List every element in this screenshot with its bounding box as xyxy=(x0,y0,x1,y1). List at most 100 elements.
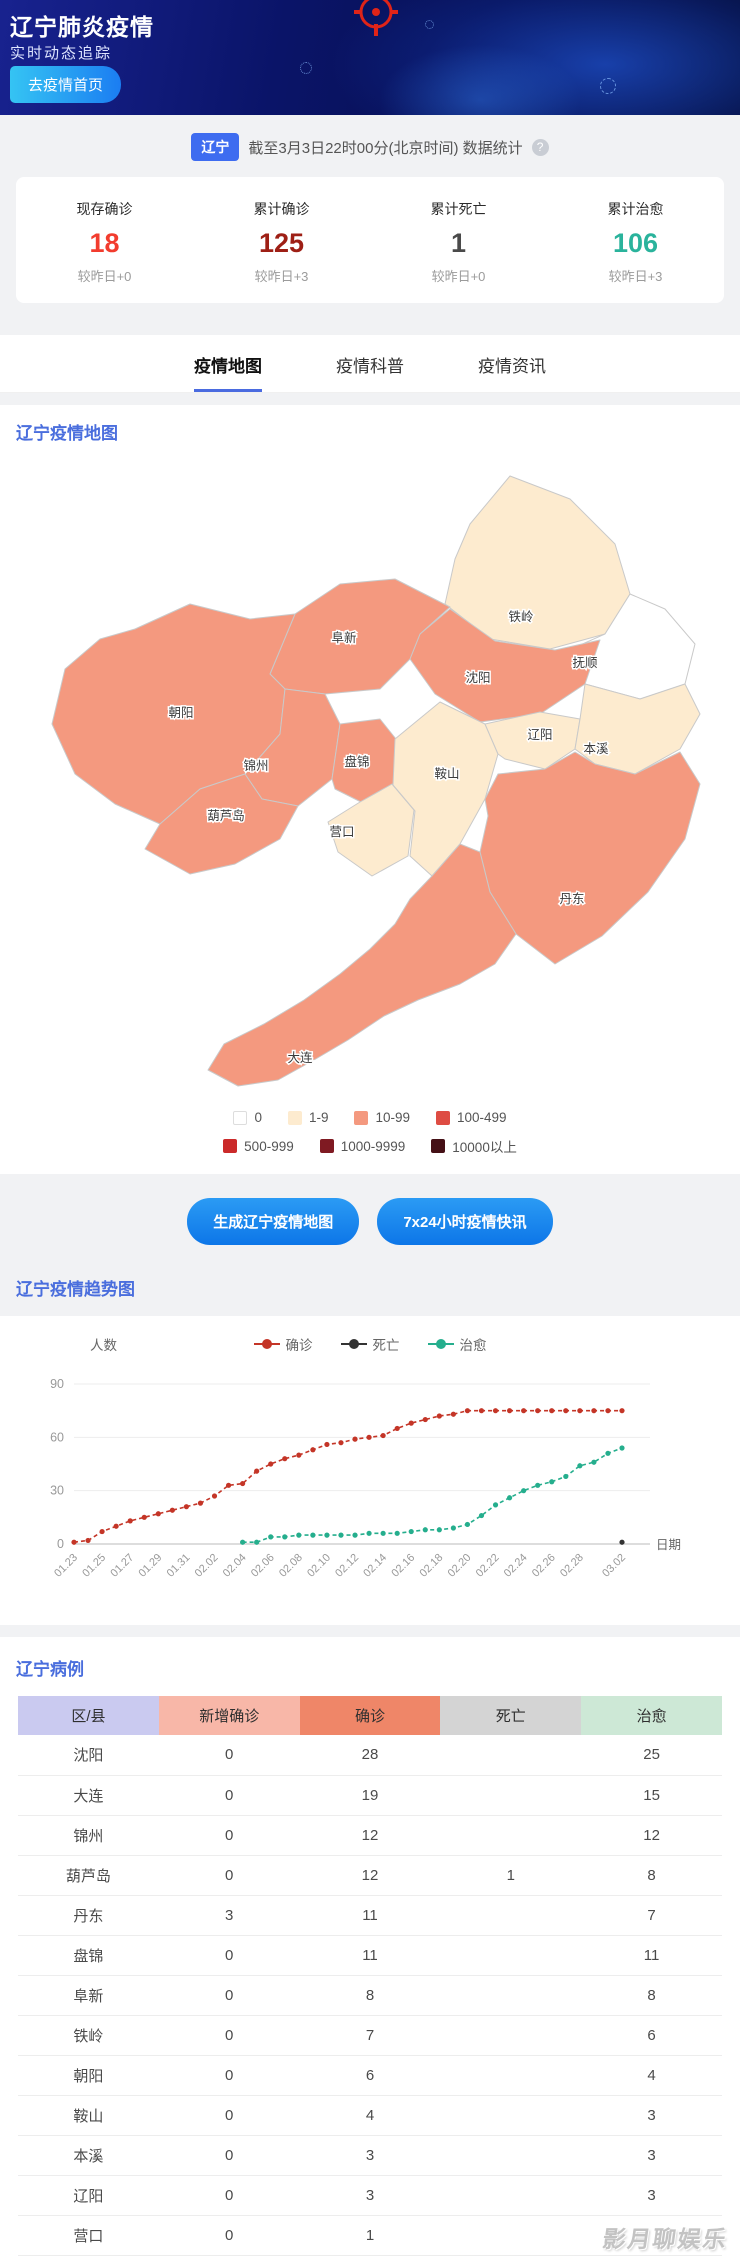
table-cell xyxy=(440,2015,582,2056)
map-region-大连[interactable] xyxy=(207,843,517,1087)
help-icon[interactable]: ? xyxy=(531,138,549,156)
table-cell: 8 xyxy=(581,1975,722,2016)
tab-疫情科普[interactable]: 疫情科普 xyxy=(336,357,404,376)
legend-swatch xyxy=(287,1110,302,1125)
legend-item: 0 xyxy=(233,1110,262,1125)
stat-delta: 较昨日+0 xyxy=(77,269,132,284)
table-cell xyxy=(440,2175,582,2216)
legend-label: 100-499 xyxy=(457,1110,507,1125)
table-row-本溪: 本溪 0 3 3 xyxy=(18,2135,722,2176)
svg-text:02.18: 02.18 xyxy=(418,1552,446,1580)
map-label-铁岭: 铁岭 xyxy=(508,610,533,624)
stat-label: 累计治愈 xyxy=(607,201,664,217)
table-cell: 大连 xyxy=(18,1775,159,1816)
table-cell: 1 xyxy=(440,1855,582,1896)
legend-swatch xyxy=(223,1139,238,1153)
legend-swatch xyxy=(319,1139,334,1153)
table-cell: 4 xyxy=(299,2095,441,2136)
map-region-丹东[interactable] xyxy=(479,751,701,965)
table-cell: 0 xyxy=(158,1735,300,1776)
table-cell xyxy=(440,2095,582,2136)
map-legend: 0 1-9 10-99 100-499 500-999 1000-9999 10000以上 xyxy=(16,1110,724,1156)
stat-value: 1 xyxy=(450,228,467,258)
cases-section-title: 辽宁病例 xyxy=(16,1660,84,1679)
trend-chart: 0 30 60 90 01.23 01.25 01.27 01.29 01.31 02.02 02.… xyxy=(6,1356,734,1617)
stat-value: 18 xyxy=(89,228,120,258)
map-label-沈阳: 沈阳 xyxy=(465,670,490,685)
map-region-本溪[interactable] xyxy=(574,683,701,775)
svg-text:90: 90 xyxy=(50,1377,64,1391)
table-cell: 0 xyxy=(158,2215,300,2256)
tab-bar: 疫情地图 疫情科普 疫情资讯 xyxy=(0,335,740,393)
stat-total-cured: 累计治愈 106 较昨日+3 xyxy=(547,199,724,285)
table-cell: 0 xyxy=(158,1775,300,1816)
table-cell: 3 xyxy=(299,2135,441,2176)
table-row-阜新: 阜新 0 8 8 xyxy=(18,1975,722,2016)
column-header-确诊: 确诊 xyxy=(299,1696,441,1735)
virus-dot-icon xyxy=(600,78,616,94)
table-cell: 3 xyxy=(581,2135,722,2176)
tab-疫情资讯[interactable]: 疫情资讯 xyxy=(478,357,546,376)
table-cell: 鞍山 xyxy=(18,2095,159,2136)
y-axis-title: 人数 xyxy=(90,1338,117,1353)
legend-label: 500-999 xyxy=(244,1138,294,1154)
chart-legend: 人数 确诊 死亡 治愈 xyxy=(6,1332,734,1356)
column-header-治愈: 治愈 xyxy=(581,1696,722,1735)
legend-item: 100-499 xyxy=(436,1110,507,1125)
map-label-抚顺: 抚顺 xyxy=(572,656,597,670)
table-cell: 盘锦 xyxy=(18,1935,159,1976)
table-cell xyxy=(440,1895,582,1936)
epidemic-home-button[interactable]: 去疫情首页 xyxy=(10,66,122,103)
cases-table: 区/县 新增确诊 确诊 死亡 治愈 沈阳 0 28 25 大连 0 19 15 锦州 0 12 12 葫芦岛 0 1… xyxy=(18,1696,722,2256)
table-cell: 0 xyxy=(158,1935,300,1976)
table-cell: 阜新 xyxy=(18,1975,159,2016)
svg-text:02.26: 02.26 xyxy=(530,1552,558,1580)
map-region-葫芦岛[interactable] xyxy=(144,773,299,875)
table-cell: 辽阳 xyxy=(18,2175,159,2216)
map-region-辽阳[interactable] xyxy=(484,711,581,770)
map-region-铁岭[interactable] xyxy=(444,475,631,650)
legend-swatch xyxy=(233,1110,248,1125)
svg-text:01.29: 01.29 xyxy=(136,1552,164,1580)
stat-total-confirmed: 累计确诊 125 较昨日+3 xyxy=(193,199,370,285)
table-cell: 3 xyxy=(299,2175,441,2216)
chart-legend-治愈[interactable]: 治愈 xyxy=(427,1334,487,1354)
tab-疫情地图[interactable]: 疫情地图 xyxy=(194,352,262,392)
header-glow-decoration-2 xyxy=(370,40,590,115)
table-cell xyxy=(440,2135,582,2176)
table-cell: 本溪 xyxy=(18,2135,159,2176)
table-row-盘锦: 盘锦 0 11 11 xyxy=(18,1935,722,1976)
table-cell: 8 xyxy=(581,1855,722,1896)
cases-section: 辽宁病例 区/县 新增确诊 确诊 死亡 治愈 沈阳 0 28 25 大连 0 19 15 锦州 0 12 12… xyxy=(0,1637,740,2260)
column-header-区/县: 区/县 xyxy=(18,1696,159,1735)
table-cell: 4 xyxy=(581,2055,722,2096)
table-cell: 25 xyxy=(581,1735,722,1776)
svg-text:01.27: 01.27 xyxy=(108,1552,136,1580)
map-label-鞍山: 鞍山 xyxy=(434,767,459,781)
chart-legend-确诊[interactable]: 确诊 xyxy=(253,1334,313,1354)
table-cell: 3 xyxy=(581,2175,722,2216)
table-cell xyxy=(440,1775,582,1816)
table-cell: 锦州 xyxy=(18,1815,159,1856)
table-cell: 3 xyxy=(581,2095,722,2136)
news-feed-button[interactable]: 7x24小时疫情快讯 xyxy=(377,1198,553,1245)
table-cell: 0 xyxy=(158,2015,300,2056)
map-label-葫芦岛: 葫芦岛 xyxy=(207,808,245,823)
chart-legend-死亡[interactable]: 死亡 xyxy=(340,1334,400,1354)
table-row-鞍山: 鞍山 0 4 3 xyxy=(18,2095,722,2136)
table-cell xyxy=(440,1735,582,1776)
legend-label: 1000-9999 xyxy=(340,1138,406,1154)
svg-text:02.22: 02.22 xyxy=(474,1552,502,1580)
svg-text:02.10: 02.10 xyxy=(305,1552,333,1580)
cases-table-header: 区/县 新增确诊 确诊 死亡 治愈 xyxy=(18,1696,722,1735)
svg-text:02.12: 02.12 xyxy=(333,1552,361,1580)
table-cell: 12 xyxy=(299,1855,441,1896)
generate-map-button[interactable]: 生成辽宁疫情地图 xyxy=(187,1198,360,1245)
page-header: 辽宁肺炎疫情 实时动态追踪 去疫情首页 xyxy=(0,0,740,115)
as-of-text: 截至3月3日22时00分(北京时间) 数据统计 xyxy=(248,139,523,157)
virus-dot-icon xyxy=(300,62,312,74)
region-badge: 辽宁 xyxy=(191,133,240,161)
table-cell: 19 xyxy=(299,1775,441,1816)
table-row-沈阳: 沈阳 0 28 25 xyxy=(18,1735,722,1776)
map-label-大连: 大连 xyxy=(287,1050,313,1065)
